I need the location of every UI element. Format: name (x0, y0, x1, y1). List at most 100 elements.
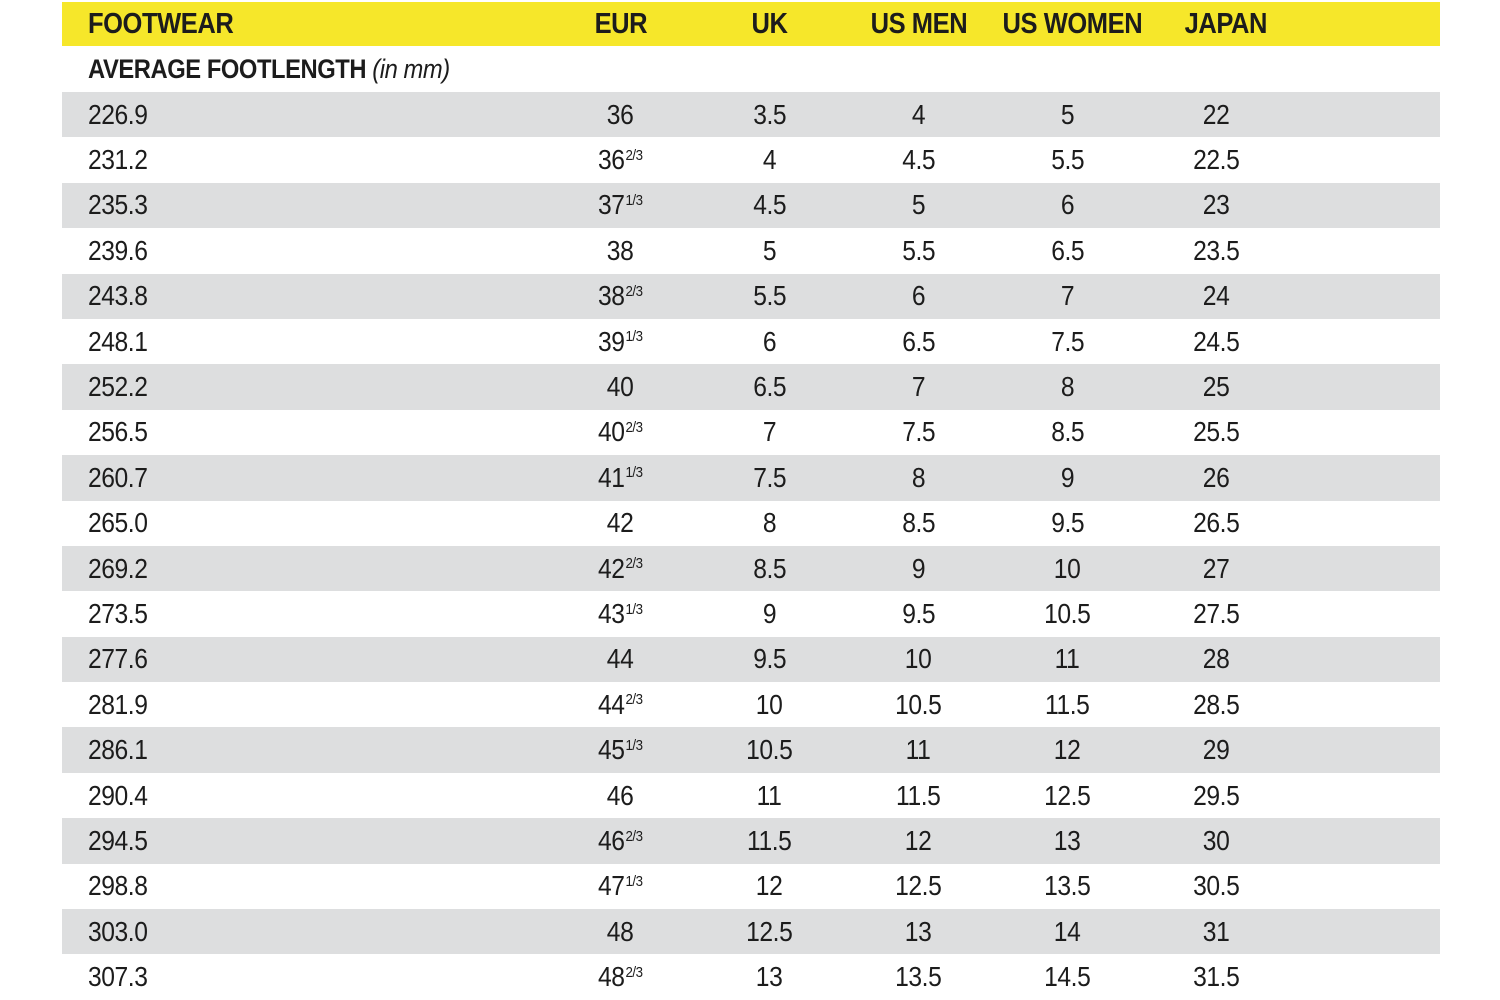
cell-us-women: 5.5 (993, 144, 1142, 176)
cell-japan-value: 30 (1203, 824, 1230, 856)
cell-us-women: 12 (993, 734, 1142, 766)
cell-japan-value: 31 (1203, 915, 1230, 947)
cell-uk-value: 5.5 (753, 280, 786, 312)
cell-japan-value: 27 (1203, 552, 1230, 584)
cell-japan: 24 (1142, 280, 1291, 312)
cell-japan: 26.5 (1142, 507, 1291, 539)
cell-uk-value: 7.5 (753, 461, 786, 493)
cell-us-women: 10.5 (993, 598, 1142, 630)
cell-us-men: 11 (844, 734, 993, 766)
column-header-us-men: US MEN (844, 8, 993, 41)
subheader-note: (in mm) (372, 53, 450, 84)
cell-uk: 4.5 (695, 189, 844, 221)
cell-eur-value: 382/3 (598, 280, 643, 312)
cell-us-men-value: 13 (905, 915, 932, 947)
cell-eur: 462/3 (546, 825, 695, 857)
cell-us-men: 8.5 (844, 507, 993, 539)
cell-uk: 9.5 (695, 643, 844, 675)
cell-eur-value: 38 (607, 234, 634, 266)
cell-us-men-value: 6.5 (902, 325, 935, 357)
cell-us-men-value: 5 (911, 189, 926, 221)
cell-eur-value: 442/3 (598, 688, 644, 720)
cell-us-men-value: 11.5 (896, 779, 941, 811)
cell-japan: 30.5 (1142, 870, 1291, 902)
cell-us-women-value: 8.5 (1051, 416, 1084, 448)
cell-uk-value: 10.5 (746, 734, 793, 766)
cell-us-women: 13 (993, 825, 1142, 857)
cell-japan-value: 22 (1203, 98, 1230, 130)
cell-eur: 371/3 (546, 189, 695, 221)
column-header-us-women: US WOMEN (993, 8, 1152, 41)
cell-uk-value: 12 (756, 870, 783, 902)
table-row: 243.8 382/3 5.5 6 7 24 (62, 273, 1440, 319)
table-header-row: FOOTWEAR EUR UK US MEN US WOMEN JAPAN (62, 2, 1440, 46)
cell-eur: 44 (546, 643, 695, 675)
cell-japan-value: 28.5 (1193, 688, 1240, 720)
cell-us-men: 12 (844, 825, 993, 857)
eur-fraction-superscript: 2/3 (625, 691, 644, 709)
eur-fraction-superscript: 1/3 (625, 328, 644, 346)
eur-fraction-superscript: 1/3 (625, 736, 644, 754)
cell-footlength-mm: 290.4 (62, 780, 546, 812)
cell-footlength-mm-value: 243.8 (88, 280, 148, 312)
cell-uk: 6 (695, 326, 844, 358)
cell-us-men-value: 12.5 (895, 870, 942, 902)
cell-us-women: 8 (993, 371, 1142, 403)
cell-footlength-mm-value: 239.6 (88, 234, 148, 266)
eur-fraction-superscript: 1/3 (625, 192, 644, 210)
cell-us-women: 13.5 (993, 870, 1142, 902)
cell-uk: 6.5 (695, 371, 844, 403)
cell-eur: 38 (546, 235, 695, 267)
subheader-text: AVERAGE FOOTLENGTH (in mm) (88, 54, 450, 85)
cell-us-women: 14 (993, 916, 1142, 948)
cell-japan: 29 (1142, 734, 1291, 766)
cell-footlength-mm-value: 260.7 (88, 461, 148, 493)
cell-eur: 48 (546, 916, 695, 948)
footwear-size-table: FOOTWEAR EUR UK US MEN US WOMEN JAPAN AV… (62, 2, 1440, 1000)
cell-japan: 31.5 (1142, 961, 1291, 993)
cell-footlength-mm-value: 273.5 (88, 597, 148, 629)
cell-us-men-value: 5.5 (902, 234, 935, 266)
cell-eur: 362/3 (546, 144, 695, 176)
cell-us-women: 7 (993, 280, 1142, 312)
cell-japan: 26 (1142, 462, 1291, 494)
cell-us-women: 9.5 (993, 507, 1142, 539)
cell-japan: 25 (1142, 371, 1291, 403)
column-header-eur: EUR (546, 8, 695, 41)
column-header-uk-label: UK (751, 7, 788, 40)
cell-japan: 25.5 (1142, 416, 1291, 448)
cell-us-men: 13.5 (844, 961, 993, 993)
cell-us-men: 9 (844, 553, 993, 585)
eur-fraction-superscript: 1/3 (625, 600, 644, 618)
cell-footlength-mm-value: 231.2 (88, 144, 148, 176)
cell-uk-value: 6.5 (753, 371, 786, 403)
column-header-uk: UK (695, 8, 844, 41)
cell-us-men: 12.5 (844, 870, 993, 902)
cell-japan-value: 29 (1203, 734, 1230, 766)
cell-footlength-mm-value: 269.2 (88, 552, 148, 584)
eur-fraction-superscript: 2/3 (625, 419, 644, 437)
cell-japan: 22.5 (1142, 144, 1291, 176)
cell-uk-value: 9 (762, 597, 777, 629)
cell-eur-value: 48 (607, 915, 634, 947)
cell-japan: 27 (1142, 553, 1291, 585)
cell-uk-value: 4.5 (753, 189, 786, 221)
column-header-us-women-label: US WOMEN (1002, 7, 1143, 40)
cell-uk: 11.5 (695, 825, 844, 857)
cell-japan: 23 (1142, 189, 1291, 221)
cell-eur: 422/3 (546, 553, 695, 585)
cell-japan: 28 (1142, 643, 1291, 675)
cell-footlength-mm: 243.8 (62, 280, 546, 312)
cell-footlength-mm: 269.2 (62, 553, 546, 585)
cell-us-women-value: 5 (1060, 98, 1075, 130)
cell-us-women-value: 7 (1060, 280, 1075, 312)
table-row: 290.4 46 11 11.5 12.5 29.5 (62, 772, 1440, 819)
cell-footlength-mm: 231.2 (62, 144, 546, 176)
table-row: 269.2 422/3 8.5 9 10 27 (62, 545, 1440, 592)
table-row: 273.5 431/3 9 9.5 10.5 27.5 (62, 591, 1440, 637)
table-row: 248.1 391/3 6 6.5 7.5 24.5 (62, 318, 1440, 365)
cell-us-women: 14.5 (993, 961, 1142, 993)
cell-us-women-value: 14.5 (1044, 961, 1091, 993)
cell-us-men-value: 8 (911, 461, 926, 493)
cell-us-men: 6 (844, 280, 993, 312)
